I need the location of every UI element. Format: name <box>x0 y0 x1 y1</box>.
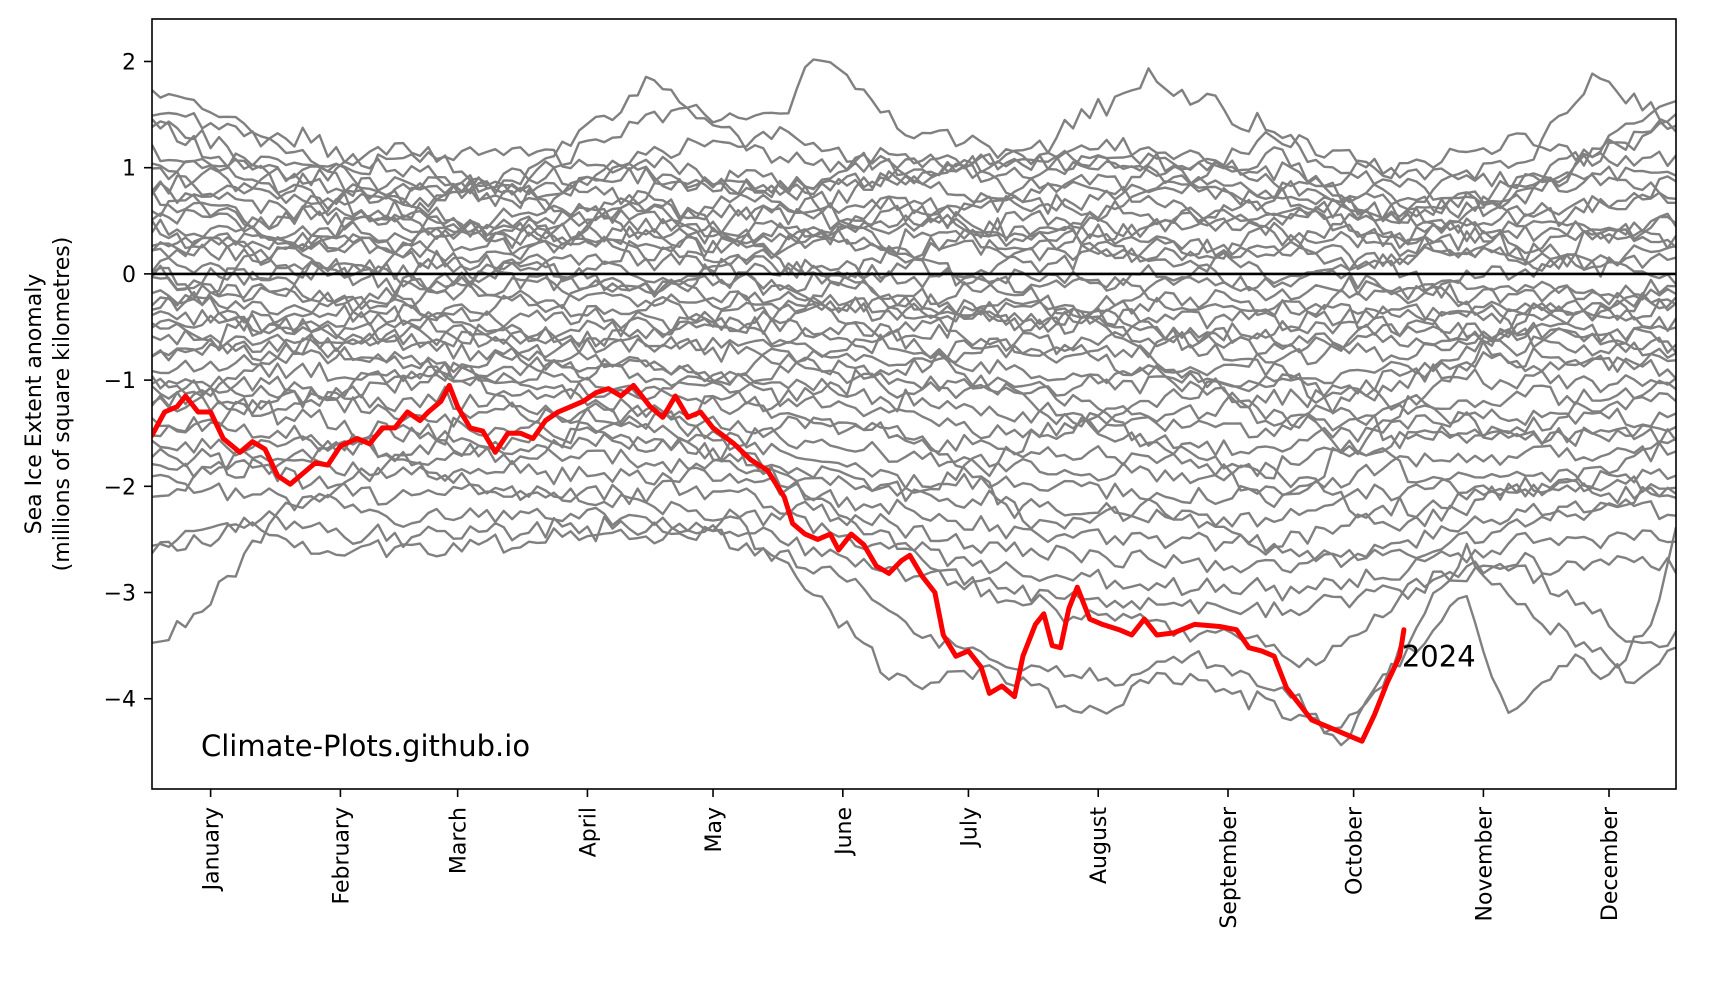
series-line-2024 <box>152 382 1407 744</box>
background-series-line <box>152 416 1676 556</box>
y-tick-label: 0 <box>122 263 136 288</box>
background-series-line <box>152 132 1676 204</box>
highlight-series-group <box>152 382 1407 744</box>
background-series-line <box>152 264 1676 332</box>
y-tick-label: 1 <box>122 157 136 182</box>
background-series-line <box>152 347 1676 532</box>
y-tick-label: −1 <box>104 369 136 394</box>
background-series-line <box>152 297 1676 430</box>
x-tick-label: January <box>200 807 225 892</box>
plot-frame <box>151 18 1677 790</box>
background-series-line <box>152 508 1676 734</box>
y-tick-label: −3 <box>104 582 136 607</box>
background-series-line <box>152 375 1676 485</box>
background-series-line <box>152 239 1676 509</box>
y-axis-label-line1: Sea Ice Extent anomaly <box>22 274 47 535</box>
background-series-line <box>152 166 1676 331</box>
x-tick-label: May <box>702 807 727 852</box>
y-tick-label: 2 <box>122 50 136 75</box>
background-series-line <box>152 415 1676 563</box>
series-label-2024: 2024 <box>1402 640 1476 674</box>
watermark-text: Climate-Plots.github.io <box>201 729 530 763</box>
background-series-group <box>152 58 1676 747</box>
background-series-line <box>152 298 1676 427</box>
background-series-line <box>152 89 1676 225</box>
background-series-line <box>152 168 1676 255</box>
background-series-line <box>152 118 1676 215</box>
background-series-line <box>152 169 1676 450</box>
y-axis-label-line2: (millions of square kilometres) <box>50 237 75 572</box>
x-tick-label: October <box>1343 806 1368 895</box>
background-series-line <box>152 289 1676 356</box>
background-series-line <box>152 58 1676 211</box>
background-series-line <box>152 250 1676 318</box>
x-tick-label: February <box>329 807 354 905</box>
background-series-line <box>152 394 1676 528</box>
background-series-line <box>152 174 1676 255</box>
x-tick-label: September <box>1217 806 1242 929</box>
background-series-line <box>152 375 1676 506</box>
x-tick-label: July <box>957 807 982 849</box>
background-series-line <box>152 181 1676 298</box>
background-series-line <box>152 261 1676 337</box>
background-series-line <box>152 176 1676 354</box>
y-tick-label: −2 <box>104 475 136 500</box>
background-series-line <box>152 215 1676 307</box>
y-axis: 2 1 0 −1 −2 −3 −4 <box>104 50 152 713</box>
x-tick-label: March <box>447 807 472 874</box>
background-series-line <box>152 310 1676 399</box>
background-series-line <box>152 373 1676 497</box>
y-tick-label: −4 <box>104 688 136 713</box>
background-series-line <box>152 225 1676 301</box>
background-series-line <box>152 473 1676 619</box>
x-tick-label: June <box>832 807 857 857</box>
background-series-line <box>152 126 1676 234</box>
background-series-line <box>152 171 1676 362</box>
background-series-line <box>152 283 1676 363</box>
x-tick-label: April <box>576 807 601 857</box>
x-tick-label: December <box>1598 806 1623 921</box>
background-series-line <box>152 328 1676 428</box>
x-tick-label: August <box>1087 807 1112 884</box>
x-tick-label: November <box>1472 806 1497 921</box>
background-series-line <box>152 75 1676 215</box>
background-series-line <box>152 437 1676 574</box>
background-series-line <box>152 354 1676 466</box>
x-axis: January February March April May June July Augu… <box>200 789 1623 929</box>
